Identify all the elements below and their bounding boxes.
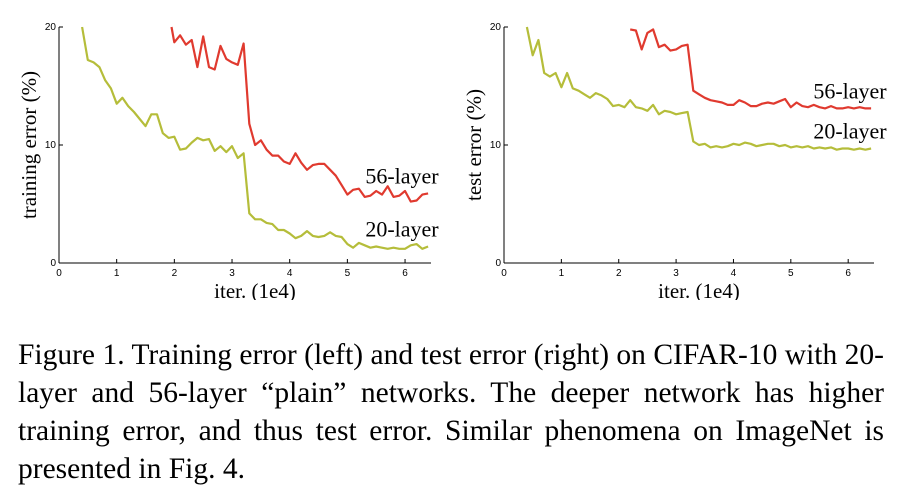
x-axis-label: iter. (1e4) [658, 279, 740, 300]
y-tick-label: 10 [45, 140, 57, 151]
x-tick-label: 0 [501, 268, 507, 279]
figure: 0 1 2 3 4 5 6 0 10 20 iter. (1e4) training error (%… [17, 22, 887, 300]
x-tick-label: 6 [845, 268, 851, 279]
figure-caption: Figure 1. Training error (left) and test… [18, 338, 884, 485]
series-label-20-layer: 20-layer [813, 119, 887, 144]
y-axis-label: training error (%) [17, 71, 41, 219]
series-label-56-layer: 56-layer [365, 163, 439, 188]
x-tick-label: 4 [287, 268, 293, 279]
x-tick-label: 6 [402, 268, 408, 279]
x-tick-label: 1 [114, 268, 120, 279]
chart-panel-0: 0 1 2 3 4 5 6 0 10 20 iter. (1e4) training error (%… [17, 22, 439, 300]
x-tick-label: 1 [559, 268, 565, 279]
x-tick-label: 5 [345, 268, 351, 279]
series-line-56-layer [629, 28, 872, 110]
y-tick-label: 10 [490, 140, 502, 151]
series-label-20-layer: 20-layer [365, 216, 439, 241]
x-tick-label: 2 [172, 268, 178, 279]
x-axis-label: iter. (1e4) [214, 279, 296, 300]
y-tick-label: 0 [50, 258, 56, 269]
y-tick-label: 20 [490, 22, 502, 33]
x-tick-label: 3 [673, 268, 679, 279]
series-line-20-layer [81, 26, 429, 250]
x-tick-label: 0 [56, 268, 62, 279]
y-axis-label: test error (%) [462, 89, 486, 201]
x-tick-label: 2 [616, 268, 622, 279]
series-line-56-layer [170, 26, 429, 203]
series-label-56-layer: 56-layer [813, 78, 887, 103]
chart-panel-1: 0 1 2 3 4 5 6 0 10 20 iter. (1e4) test error (%) 56-… [462, 22, 887, 300]
x-tick-label: 3 [229, 268, 235, 279]
y-tick-label: 0 [495, 258, 501, 269]
x-tick-label: 4 [731, 268, 737, 279]
y-tick-label: 20 [45, 22, 57, 33]
x-tick-label: 5 [788, 268, 794, 279]
series-line-20-layer [525, 26, 872, 151]
